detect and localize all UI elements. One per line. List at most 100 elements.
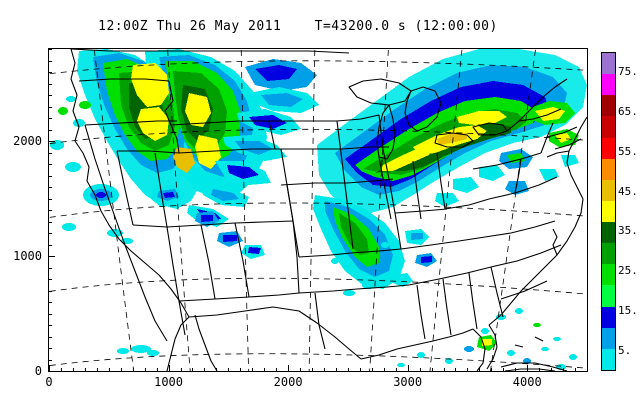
colorbar-band — [602, 116, 615, 138]
x-tick — [168, 365, 170, 372]
x-tick — [455, 368, 457, 372]
x-tick — [551, 368, 553, 372]
y-tick — [48, 118, 52, 119]
colorbar-tick-label: 55. — [618, 144, 638, 158]
y-tick — [48, 290, 52, 292]
y-tick — [48, 313, 52, 315]
x-tick — [479, 368, 481, 372]
colorbar-band — [602, 348, 615, 370]
x-tick-label: 2000 — [273, 375, 303, 389]
y-tick — [48, 279, 52, 280]
y-tick — [48, 233, 52, 234]
x-tick — [419, 368, 421, 372]
x-tick — [216, 368, 218, 372]
colorbar-tick-label: 5. — [618, 344, 632, 358]
colorbar-band — [602, 306, 615, 328]
colorbar[interactable] — [601, 52, 616, 371]
x-tick — [252, 368, 254, 372]
y-tick — [48, 72, 52, 73]
precip-northeast — [313, 49, 587, 289]
colorbar-band — [602, 179, 615, 201]
y-tick — [48, 198, 52, 200]
y-tick — [48, 187, 52, 188]
x-tick — [276, 368, 278, 372]
colorbar-tick-label: 75. — [618, 64, 638, 78]
x-tick — [60, 368, 62, 372]
x-tick — [443, 368, 445, 372]
precip-southeast — [331, 229, 577, 370]
colorbar-band — [602, 200, 615, 222]
x-tick — [192, 368, 194, 372]
graticule — [49, 49, 587, 371]
x-tick — [96, 368, 98, 372]
x-tick — [395, 368, 397, 372]
y-tick — [48, 60, 52, 62]
x-tick — [431, 368, 433, 372]
x-tick — [347, 368, 349, 372]
x-tick — [539, 368, 541, 372]
y-tick — [48, 267, 52, 269]
x-tick — [264, 368, 266, 372]
colorbar-tick-label: 65. — [618, 104, 638, 118]
x-tick — [49, 365, 50, 372]
y-tick — [48, 336, 52, 338]
y-tick — [48, 83, 52, 85]
y-tick — [48, 141, 55, 142]
y-tick — [48, 210, 52, 211]
x-tick — [84, 368, 86, 372]
colorbar-tick-label: 45. — [618, 184, 638, 198]
y-tick-label: 1000 — [13, 249, 42, 263]
y-tick — [48, 49, 52, 50]
x-tick — [180, 368, 182, 372]
plot-title: 12:00Z Thu 26 May 2011 T=43200.0 s (12:0… — [98, 19, 498, 34]
colorbar-band — [602, 327, 615, 349]
precipitation-map — [49, 49, 587, 371]
y-tick — [48, 175, 52, 177]
colorbar-band — [602, 243, 615, 265]
x-tick — [228, 368, 230, 372]
y-tick — [48, 256, 55, 257]
x-tick — [156, 368, 158, 372]
x-tick — [132, 368, 134, 372]
colorbar-band — [602, 137, 615, 159]
colorbar-band — [602, 74, 615, 96]
x-tick — [371, 368, 373, 372]
x-tick — [288, 365, 290, 372]
x-tick — [144, 368, 146, 372]
y-tick-label: 2000 — [13, 134, 42, 148]
precip-rockies — [151, 185, 265, 259]
y-tick — [48, 152, 52, 154]
x-tick — [335, 368, 337, 372]
y-tick — [48, 129, 52, 131]
colorbar-band — [602, 222, 615, 244]
colorbar-band — [602, 53, 615, 75]
colorbar-band — [602, 264, 615, 286]
y-tick — [48, 244, 52, 246]
colorbar-tick-label: 35. — [618, 224, 638, 238]
x-tick — [240, 368, 242, 372]
x-tick — [503, 368, 505, 372]
y-tick-label: 0 — [34, 364, 42, 378]
x-tick — [527, 365, 529, 372]
x-tick-label: 4000 — [512, 375, 542, 389]
colorbar-tick-label: 15. — [618, 304, 638, 318]
colorbar-band — [602, 285, 615, 307]
x-tick — [575, 368, 577, 372]
colorbar-band — [602, 158, 615, 180]
map-plot-area[interactable] — [48, 48, 588, 372]
x-tick — [359, 368, 361, 372]
x-tick — [204, 368, 206, 372]
y-tick — [48, 164, 52, 165]
x-tick — [323, 368, 325, 372]
x-tick — [407, 365, 409, 372]
map-boundaries — [70, 49, 587, 371]
y-tick — [48, 348, 52, 349]
y-tick — [48, 221, 52, 223]
y-tick — [48, 371, 55, 372]
x-tick — [300, 368, 302, 372]
y-tick — [48, 302, 52, 303]
x-tick-label: 1000 — [154, 375, 183, 389]
x-tick-label: 3000 — [393, 375, 423, 389]
x-tick — [312, 368, 314, 372]
